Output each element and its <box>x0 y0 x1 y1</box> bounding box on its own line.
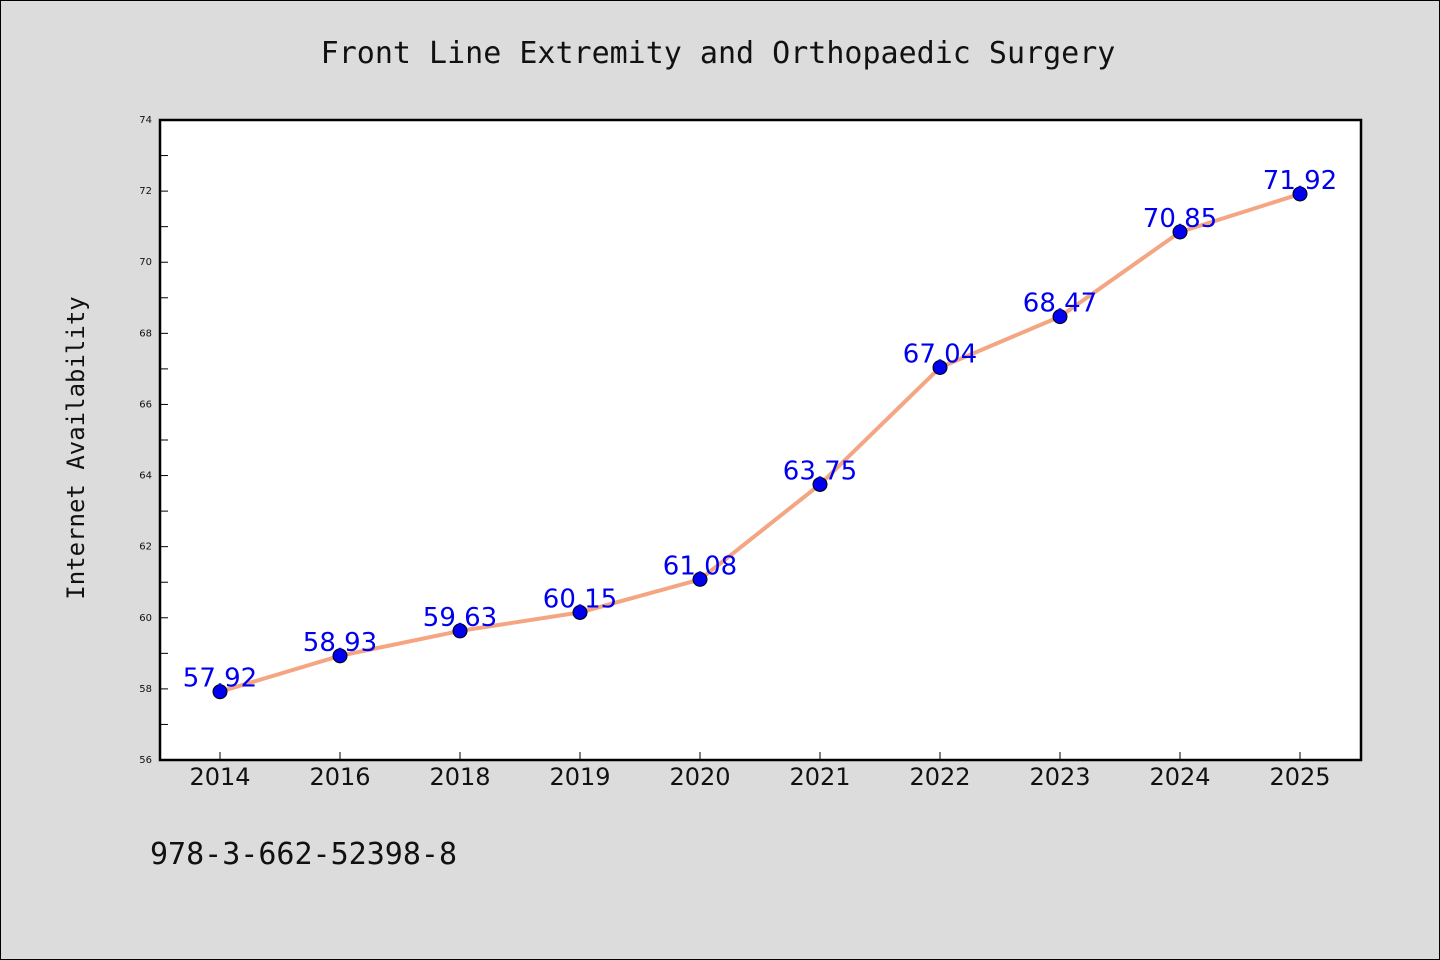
data-label: 68.47 <box>1023 289 1097 319</box>
y-tick-label: 62 <box>139 542 152 553</box>
x-tick-label: 2014 <box>189 763 250 791</box>
data-label: 58.93 <box>303 628 377 658</box>
y-tick-label: 58 <box>139 684 152 695</box>
data-label: 63.75 <box>783 456 857 486</box>
y-tick-label: 72 <box>139 186 152 197</box>
y-tick-label: 60 <box>139 613 152 624</box>
data-label: 71.92 <box>1263 166 1337 196</box>
data-label: 70.85 <box>1143 204 1217 234</box>
data-point <box>1172 224 1188 240</box>
data-point <box>1052 309 1068 325</box>
data-labels: 57.92 58.93 59.63 60.15 61.08 63.75 67.04 68.47… <box>183 166 1337 694</box>
data-point <box>452 623 468 639</box>
x-tick-label: 2018 <box>429 763 490 791</box>
data-point <box>212 684 228 700</box>
x-tick-label: 2023 <box>1029 763 1090 791</box>
data-label: 60.15 <box>543 584 617 614</box>
y-tick-label: 66 <box>139 399 152 410</box>
x-tick-label: 2025 <box>1269 763 1330 791</box>
data-point <box>332 648 348 664</box>
chart-title: Front Line Extremity and Orthopaedic Sur… <box>321 36 1116 71</box>
data-point <box>932 359 948 375</box>
data-label: 57.92 <box>183 664 257 694</box>
x-axis: 2014 2016 2018 2019 2020 2021 2022 2023 2024 2025 <box>189 752 1331 791</box>
x-tick-label: 2016 <box>309 763 370 791</box>
data-label: 61.08 <box>663 551 737 581</box>
x-tick-label: 2022 <box>909 763 970 791</box>
y-tick-label: 56 <box>139 755 152 766</box>
data-point <box>572 604 588 620</box>
data-point <box>812 476 828 492</box>
y-tick-label: 74 <box>139 115 152 126</box>
x-tick-label: 2019 <box>549 763 610 791</box>
y-tick-label: 70 <box>139 257 152 268</box>
data-markers <box>212 186 1308 700</box>
x-tick-label: 2024 <box>1149 763 1210 791</box>
data-point <box>1292 186 1308 202</box>
x-tick-label: 2020 <box>669 763 730 791</box>
data-label: 59.63 <box>423 603 497 633</box>
x-tick-label: 2021 <box>789 763 850 791</box>
y-tick-label: 64 <box>139 471 152 482</box>
data-label: 67.04 <box>903 339 977 369</box>
series-line <box>218 192 1302 694</box>
y-axis: 56 58 60 62 64 66 68 70 72 74 <box>139 115 168 766</box>
isbn-footer: 978-3-662-52398-8 <box>150 837 457 872</box>
data-point <box>692 571 708 587</box>
y-axis-label: Internet Availability <box>62 296 90 599</box>
y-tick-label: 68 <box>139 328 152 339</box>
